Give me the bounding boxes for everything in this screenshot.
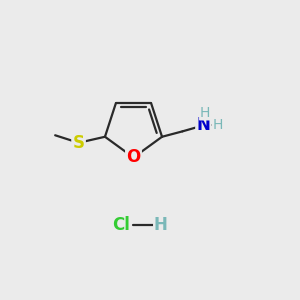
Text: N: N (196, 116, 210, 134)
Text: Cl: Cl (112, 216, 130, 234)
Text: S: S (73, 134, 85, 152)
Text: O: O (126, 148, 141, 166)
Text: H: H (213, 118, 223, 132)
Text: H: H (154, 216, 168, 234)
Text: H: H (200, 106, 210, 120)
